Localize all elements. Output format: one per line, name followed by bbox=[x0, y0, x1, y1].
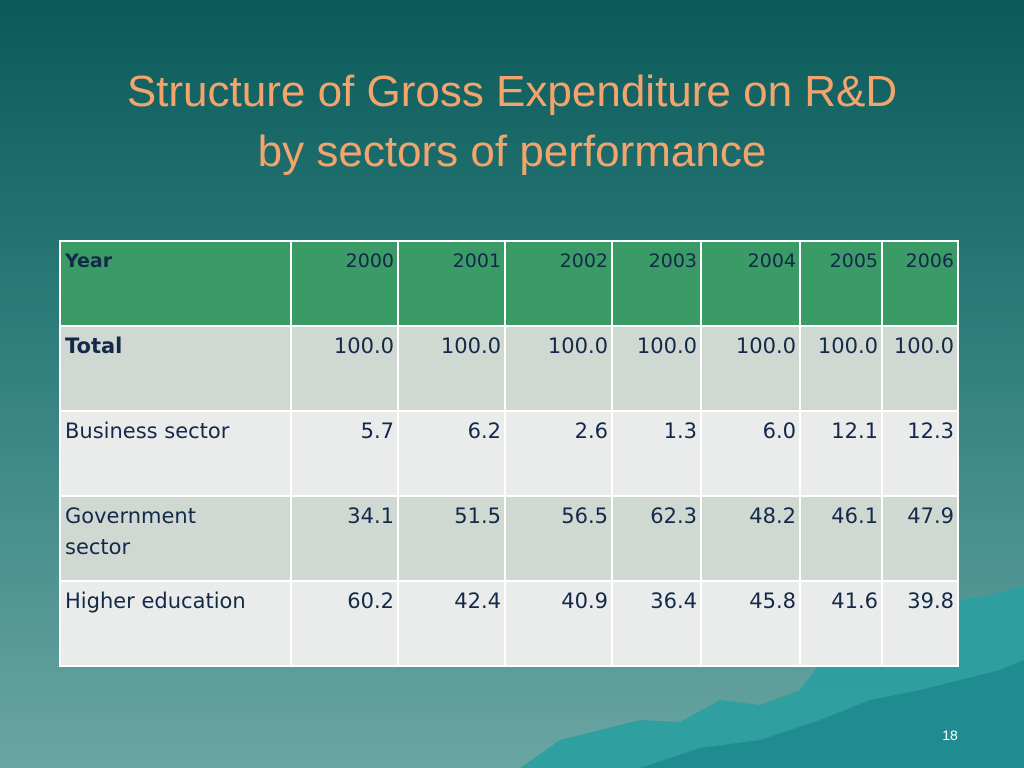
table-cell: 2003 bbox=[611, 240, 702, 327]
table-row: Government sector 34.1 51.5 56.5 62.3 48.2 46.… bbox=[59, 495, 959, 582]
table-cell: Higher education bbox=[59, 580, 292, 667]
table-cell: 60.2 bbox=[290, 580, 399, 667]
table-cell: 100.0 bbox=[799, 325, 883, 412]
table-cell: Government sector bbox=[59, 495, 292, 582]
table-cell: 100.0 bbox=[290, 325, 399, 412]
table-cell: 56.5 bbox=[504, 495, 613, 582]
table-cell: 2006 bbox=[881, 240, 959, 327]
table-cell: 34.1 bbox=[290, 495, 399, 582]
table-row: Total 100.0 100.0 100.0 100.0 100.0 100.0 100.0 bbox=[59, 325, 959, 412]
table-cell: 51.5 bbox=[397, 495, 506, 582]
table-cell: 41.6 bbox=[799, 580, 883, 667]
table-cell: 2005 bbox=[799, 240, 883, 327]
table-cell: 2001 bbox=[397, 240, 506, 327]
table-cell: 6.2 bbox=[397, 410, 506, 497]
table-cell: 1.3 bbox=[611, 410, 702, 497]
table-cell: 100.0 bbox=[881, 325, 959, 412]
table-cell: 100.0 bbox=[700, 325, 801, 412]
table-cell: Total bbox=[59, 325, 292, 412]
table-cell: 6.0 bbox=[700, 410, 801, 497]
table-cell: 39.8 bbox=[881, 580, 959, 667]
table-cell: Business sector bbox=[59, 410, 292, 497]
table-cell: 47.9 bbox=[881, 495, 959, 582]
table-cell: 40.9 bbox=[504, 580, 613, 667]
table-cell: 42.4 bbox=[397, 580, 506, 667]
table-cell: 36.4 bbox=[611, 580, 702, 667]
table-cell: 62.3 bbox=[611, 495, 702, 582]
title-line: by sectors of performance bbox=[257, 127, 767, 176]
table-cell: 2002 bbox=[504, 240, 613, 327]
table-cell: 2004 bbox=[700, 240, 801, 327]
page-number: 18 bbox=[942, 727, 958, 743]
title: Structure of Gross Expenditure on R&D by… bbox=[0, 62, 1024, 182]
table-cell: 100.0 bbox=[504, 325, 613, 412]
table-cell: 12.1 bbox=[799, 410, 883, 497]
table-row: Higher education 60.2 42.4 40.9 36.4 45.8 41.6… bbox=[59, 580, 959, 667]
data-table: Year 2000 2001 2002 2003 2004 2005 2006 Total 100… bbox=[59, 240, 959, 667]
table-cell: 2.6 bbox=[504, 410, 613, 497]
table-cell: 45.8 bbox=[700, 580, 801, 667]
table-cell: 48.2 bbox=[700, 495, 801, 582]
table-cell: 100.0 bbox=[397, 325, 506, 412]
table-cell: 5.7 bbox=[290, 410, 399, 497]
table-cell: 100.0 bbox=[611, 325, 702, 412]
table-cell: 46.1 bbox=[799, 495, 883, 582]
title-line: Structure of Gross Expenditure on R&D bbox=[126, 67, 898, 116]
table-cell: 12.3 bbox=[881, 410, 959, 497]
table-cell: 2000 bbox=[290, 240, 399, 327]
table-cell: Year bbox=[59, 240, 292, 327]
table-row: Business sector 5.7 6.2 2.6 1.3 6.0 12.1 12.3 bbox=[59, 410, 959, 497]
table-row: Year 2000 2001 2002 2003 2004 2005 2006 bbox=[59, 240, 959, 327]
